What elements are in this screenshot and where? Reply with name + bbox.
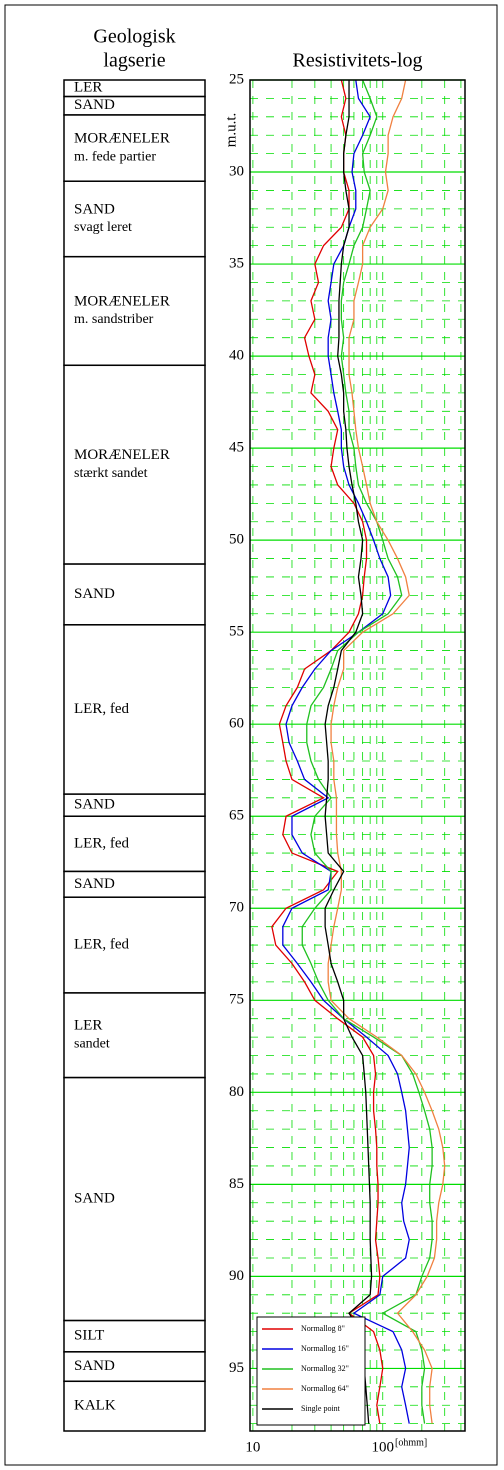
layer-label: SAND	[74, 586, 115, 602]
x-axis-label: [ohmm]	[395, 1437, 427, 1448]
layer	[63, 563, 206, 626]
layer-label: SAND	[74, 1358, 115, 1374]
layer-label: sandet	[74, 1036, 110, 1051]
legend-label: Normallog 32"	[301, 1364, 349, 1373]
layer	[63, 1076, 206, 1322]
layer-label: m. fede partier	[74, 149, 156, 164]
series-line	[301, 80, 433, 1424]
layer-label: stærkt sandet	[74, 466, 148, 481]
legend-label: Normallog 8"	[301, 1324, 345, 1333]
chart-title: Resistivitets-log	[293, 50, 423, 72]
y-tick-label: 60	[229, 716, 244, 732]
y-tick-label: 55	[229, 624, 244, 640]
layer	[63, 1319, 206, 1353]
layer	[63, 1380, 206, 1432]
y-tick-label: 90	[229, 1268, 244, 1284]
y-tick-label: 70	[229, 900, 244, 916]
y-tick-label: 50	[229, 532, 244, 548]
plot-area	[250, 80, 465, 1431]
layer	[63, 255, 206, 367]
layer-label: SAND	[74, 1191, 115, 1207]
layer-label: MORÆNELER	[74, 131, 170, 147]
layer-label: SAND	[74, 97, 115, 113]
plot-frame	[249, 79, 466, 1432]
series-line	[282, 80, 410, 1424]
layer-label: MORÆNELER	[74, 447, 170, 463]
column-title: lagserie	[103, 50, 165, 72]
layer-label: SAND	[74, 201, 115, 217]
y-tick-label: 85	[229, 1176, 244, 1192]
legend-label: Normallog 16"	[301, 1344, 349, 1353]
layer-label: LER	[74, 1018, 102, 1034]
x-tick-label: 10	[245, 1439, 260, 1455]
layer	[63, 364, 206, 565]
layer	[63, 992, 206, 1079]
layer-label: KALK	[74, 1398, 116, 1414]
y-tick-label: 45	[229, 440, 244, 456]
layer-label: LER, fed	[74, 701, 129, 717]
y-axis-label: m.u.t.	[223, 113, 239, 148]
column-title: Geologisk	[93, 26, 175, 48]
y-tick-label: 75	[229, 992, 244, 1008]
layer	[63, 896, 206, 994]
series-line	[327, 80, 446, 1424]
layer-label: svagt leret	[74, 220, 132, 235]
layer	[63, 114, 206, 182]
y-tick-label: 95	[229, 1360, 244, 1376]
layer-label: SAND	[74, 797, 115, 813]
y-tick-label: 25	[229, 71, 244, 87]
series-line	[271, 80, 384, 1424]
y-tick-label: 30	[229, 163, 244, 179]
series-line	[324, 80, 373, 1424]
y-tick-label: 35	[229, 255, 244, 271]
layer-label: LER	[74, 80, 102, 96]
x-tick-label: 100	[371, 1439, 394, 1455]
layer	[63, 624, 206, 795]
layer-label: SAND	[74, 876, 115, 892]
layer-label: LER, fed	[74, 835, 129, 851]
y-tick-label: 65	[229, 808, 244, 824]
y-tick-label: 40	[229, 348, 244, 364]
legend-box	[256, 1316, 366, 1426]
legend-label: Single point	[301, 1404, 341, 1413]
legend-label: Normallog 64"	[301, 1384, 349, 1393]
y-tick-label: 80	[229, 1084, 244, 1100]
layer-label: MORÆNELER	[74, 293, 170, 309]
layer	[63, 180, 206, 258]
layer-label: LER, fed	[74, 937, 129, 953]
layer-label: SILT	[74, 1328, 104, 1344]
layer-label: m. sandstriber	[74, 312, 154, 327]
layer	[63, 1351, 206, 1383]
